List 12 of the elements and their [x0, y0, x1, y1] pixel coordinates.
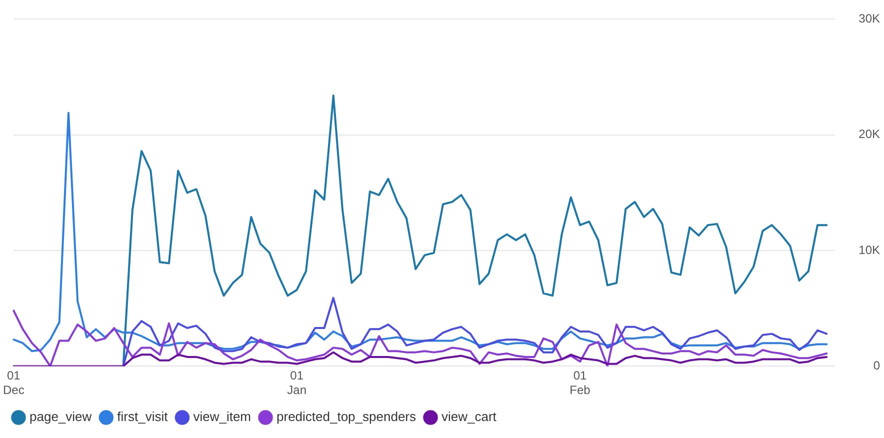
- legend-label: view_cart: [442, 409, 497, 424]
- y-tick-label: 20K: [858, 127, 880, 142]
- x-tick-label: 01 Feb: [570, 368, 591, 398]
- legend-label: predicted_top_spenders: [276, 409, 416, 424]
- y-tick-label: 30K: [858, 12, 880, 26]
- legend-label: first_visit: [117, 409, 168, 424]
- y-tick-label: 0: [873, 358, 880, 373]
- legend-label: view_item: [193, 409, 252, 424]
- y-tick-label: 10K: [858, 242, 880, 257]
- x-tick-label: 01 Jan: [287, 368, 307, 398]
- x-tick-label: 01 Dec: [3, 368, 24, 398]
- legend-label: page_view: [30, 409, 92, 424]
